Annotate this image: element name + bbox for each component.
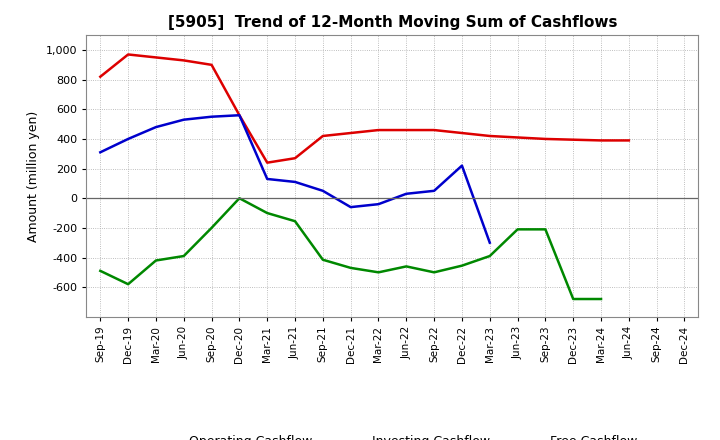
Operating Cashflow (430, 128, 438, 133)
Operating Cashflow (402, 128, 410, 133)
Operating Cashflow (207, 62, 216, 67)
Line: Operating Cashflow: Operating Cashflow (100, 55, 629, 163)
Operating Cashflow (179, 58, 188, 63)
Free Cashflow (96, 150, 104, 155)
Investing Cashflow (291, 219, 300, 224)
Free Cashflow (346, 205, 355, 210)
Free Cashflow (263, 176, 271, 182)
Operating Cashflow (374, 128, 383, 133)
Operating Cashflow (569, 137, 577, 142)
Free Cashflow (485, 240, 494, 246)
Investing Cashflow (124, 282, 132, 287)
Investing Cashflow (430, 270, 438, 275)
Investing Cashflow (541, 227, 550, 232)
Operating Cashflow (513, 135, 522, 140)
Investing Cashflow (235, 196, 243, 201)
Free Cashflow (124, 136, 132, 142)
Investing Cashflow (374, 270, 383, 275)
Free Cashflow (235, 113, 243, 118)
Line: Investing Cashflow: Investing Cashflow (100, 198, 601, 299)
Operating Cashflow (152, 55, 161, 60)
Free Cashflow (318, 188, 327, 194)
Operating Cashflow (624, 138, 633, 143)
Y-axis label: Amount (million yen): Amount (million yen) (27, 110, 40, 242)
Operating Cashflow (235, 113, 243, 118)
Investing Cashflow (263, 210, 271, 216)
Operating Cashflow (541, 136, 550, 142)
Investing Cashflow (152, 258, 161, 263)
Investing Cashflow (318, 257, 327, 262)
Free Cashflow (152, 125, 161, 130)
Legend: Operating Cashflow, Investing Cashflow, Free Cashflow: Operating Cashflow, Investing Cashflow, … (143, 430, 642, 440)
Free Cashflow (291, 179, 300, 184)
Operating Cashflow (124, 52, 132, 57)
Investing Cashflow (346, 265, 355, 271)
Line: Free Cashflow: Free Cashflow (100, 115, 490, 243)
Operating Cashflow (263, 160, 271, 165)
Investing Cashflow (485, 253, 494, 259)
Free Cashflow (207, 114, 216, 119)
Investing Cashflow (402, 264, 410, 269)
Investing Cashflow (458, 263, 467, 268)
Investing Cashflow (597, 297, 606, 302)
Free Cashflow (374, 202, 383, 207)
Free Cashflow (179, 117, 188, 122)
Investing Cashflow (96, 268, 104, 274)
Operating Cashflow (485, 133, 494, 139)
Title: [5905]  Trend of 12-Month Moving Sum of Cashflows: [5905] Trend of 12-Month Moving Sum of C… (168, 15, 617, 30)
Investing Cashflow (179, 253, 188, 259)
Free Cashflow (402, 191, 410, 196)
Operating Cashflow (291, 156, 300, 161)
Operating Cashflow (458, 130, 467, 136)
Investing Cashflow (513, 227, 522, 232)
Operating Cashflow (597, 138, 606, 143)
Operating Cashflow (96, 74, 104, 79)
Operating Cashflow (318, 133, 327, 139)
Investing Cashflow (569, 297, 577, 302)
Operating Cashflow (346, 130, 355, 136)
Investing Cashflow (207, 225, 216, 231)
Free Cashflow (430, 188, 438, 194)
Free Cashflow (458, 163, 467, 168)
